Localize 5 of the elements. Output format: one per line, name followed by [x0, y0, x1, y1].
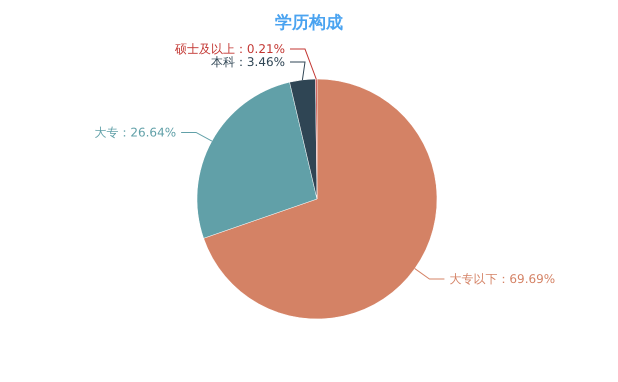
slice-label: 大专：26.64%	[94, 125, 176, 140]
slice-label: 硕士及以上：0.21%	[174, 42, 285, 56]
slice-label: 本科：3.46%	[210, 55, 285, 70]
chart-title: 学历构成	[275, 13, 343, 33]
slice-label: 大专以下：69.69%	[449, 272, 556, 286]
